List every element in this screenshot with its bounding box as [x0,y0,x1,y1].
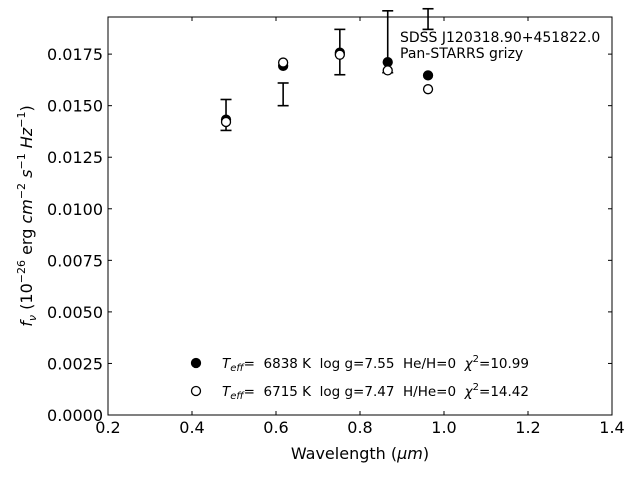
y-axis: 0.0000 0.0025 0.0050 0.0075 0.0100 0.0125 0.01… [47,45,612,425]
legend-marker-filled [190,357,202,369]
y-axis-title: fν (10−26 erg cm−2 s−1 Hz−1) [15,105,39,326]
x-tick-label: 0.4 [179,418,204,437]
y-tick-label: 0.0025 [47,354,103,373]
object-name-annotation: SDSS J120318.90+451822.0 [400,30,600,46]
x-tick-label: 1.2 [515,418,540,437]
point-open [422,84,434,95]
point-open [334,49,345,60]
y-tick-label: 0.0150 [47,97,103,116]
y-tick-label: 0.0075 [47,251,103,270]
legend-entry-1: Teff= 6838 K log g=7.55 He/H=0 χ2=10.99 [222,354,529,374]
observed-error-bars [220,7,434,132]
photometry-survey-annotation: Pan-STARRS grizy [400,46,523,62]
point-open [382,65,393,76]
x-axis-title: Wavelength (μm) [291,444,429,463]
y-tick-label: 0.0100 [47,200,103,219]
x-tick-label: 0.8 [347,418,372,437]
legend: Teff= 6838 K log g=7.55 He/H=0 χ2=10.99 … [190,354,529,402]
y-tick-label: 0.0175 [47,45,103,64]
legend-entry-2: Teff= 6715 K log g=7.47 H/He=0 χ2=14.42 [222,382,529,402]
point-open [277,57,289,68]
y-tick-label: 0.0050 [47,303,103,322]
x-tick-label: 1.0 [431,418,456,437]
y-tick-label: 0.0125 [47,148,103,167]
x-axis: 0.2 0.4 0.6 0.8 1.0 1.2 1.4 [95,17,625,437]
x-tick-label: 0.2 [95,418,120,437]
x-tick-label: 0.6 [263,418,288,437]
point-open [220,116,232,128]
legend-marker-open [190,385,202,397]
model-points [220,47,434,128]
x-tick-label: 1.4 [599,418,624,437]
y-tick-label: 0.0000 [47,406,103,425]
point-filled [422,70,434,81]
